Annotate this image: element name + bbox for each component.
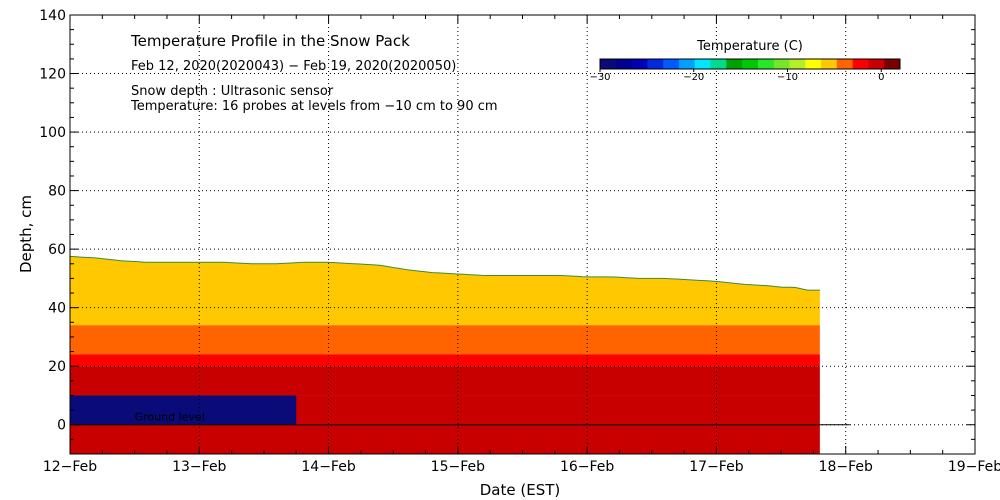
- colorbar-swatch: [742, 59, 759, 69]
- snow-layer-2: [70, 325, 820, 355]
- snow-layer-1: [70, 256, 820, 326]
- colorbar-swatch: [805, 59, 822, 69]
- axis-ticks: [69, 14, 976, 455]
- date-range: Feb 12, 2020(2020043) − Feb 19, 2020(202…: [131, 59, 456, 74]
- colorbar-label: Temperature (C): [696, 39, 803, 54]
- y-tick-label: 0: [57, 418, 66, 434]
- colorbar-swatch: [647, 59, 664, 69]
- colorbar-swatch: [600, 59, 617, 69]
- colorbar-swatch: [678, 59, 696, 69]
- colorbar-swatch: [836, 59, 854, 69]
- colorbar-swatch: [773, 59, 790, 69]
- colorbar-frame: [599, 58, 901, 70]
- colorbar-swatch: [789, 59, 806, 69]
- y-tick-label: 100: [39, 125, 66, 141]
- x-tick-labels: 12−Feb 13−Feb 14−Feb 15−Feb 16−Feb 17−Feb 18−F…: [43, 459, 1000, 475]
- colorbar-swatch: [868, 59, 885, 69]
- temperature-note: Temperature: 16 probes at levels from −1…: [130, 99, 498, 114]
- chart-title: Temperature Profile in the Snow Pack: [130, 32, 410, 50]
- colorbar-swatch: [757, 59, 775, 69]
- ground-level-label: Ground level: [135, 411, 205, 424]
- x-tick-label: 14−Feb: [301, 459, 355, 475]
- y-tick-label: 120: [39, 67, 66, 83]
- x-tick-label: 13−Feb: [172, 459, 226, 475]
- y-tick-label: 80: [48, 184, 66, 200]
- colorbar-swatch: [710, 59, 727, 69]
- x-tick-label: 17−Feb: [689, 459, 743, 475]
- colorbar-tick-labels: −30 −20 −10 0: [589, 69, 884, 83]
- colorbar-swatch: [615, 59, 633, 69]
- snow-layer-3: [70, 354, 820, 367]
- colorbar-tick-label: −20: [683, 72, 704, 83]
- snow-depth-note: Snow depth : Ultrasonic sensor: [131, 84, 334, 99]
- y-tick-label: 40: [48, 301, 66, 317]
- colorbar-swatch: [884, 59, 901, 69]
- y-tick-labels: 0 20 40 60 80 100 120 140: [39, 8, 66, 434]
- colorbar: [599, 58, 901, 70]
- colorbar-swatch: [852, 59, 869, 69]
- snow-surface-line: [70, 255, 820, 291]
- y-tick-label: 20: [48, 359, 66, 375]
- colorbar-swatch: [821, 59, 838, 69]
- colorbar-swatch: [694, 59, 712, 69]
- cold-bottom-band: [70, 395, 297, 425]
- x-tick-label: 18−Feb: [819, 459, 873, 475]
- temperature-heatmap: [70, 255, 820, 454]
- y-axis-label: Depth, cm: [17, 195, 35, 273]
- x-tick-label: 15−Feb: [431, 459, 485, 475]
- colorbar-tick-label: 0: [878, 72, 884, 83]
- soil-layer-6: [70, 424, 820, 454]
- colorbar-swatch: [726, 59, 743, 69]
- y-tick-label: 60: [48, 242, 66, 258]
- colorbar-swatch: [663, 59, 680, 69]
- x-axis-label: Date (EST): [480, 481, 561, 499]
- colorbar-swatch: [631, 59, 648, 69]
- colorbar-tick-label: −30: [589, 72, 610, 83]
- x-tick-label: 19−Feb: [948, 459, 1000, 475]
- snow-layer-4: [70, 366, 820, 396]
- x-tick-label: 16−Feb: [560, 459, 614, 475]
- colorbar-tick-label: −10: [777, 72, 798, 83]
- y-tick-label: 140: [39, 8, 66, 24]
- x-tick-label: 12−Feb: [43, 459, 97, 475]
